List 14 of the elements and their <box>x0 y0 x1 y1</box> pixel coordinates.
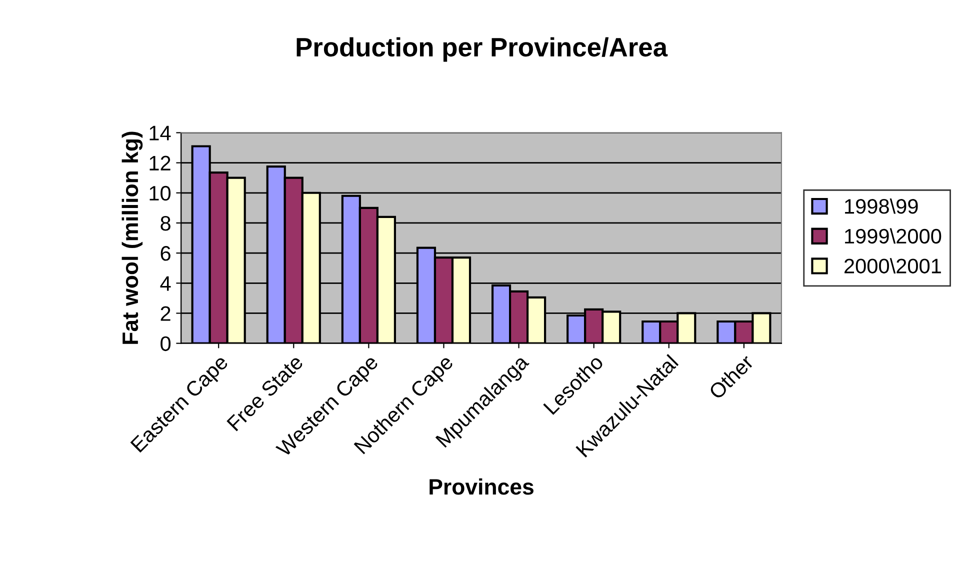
y-tick-label: 12 <box>150 156 170 170</box>
chart-title: Production per Province/Area <box>296 37 668 62</box>
y-tick-label: 6 <box>160 246 170 261</box>
y-tick-label: 4 <box>160 276 171 291</box>
y-axis-title: Fat wool (million kg) <box>122 132 143 344</box>
legend-label: 1999\2000 <box>845 228 942 244</box>
legend-label: 2000\2001 <box>844 258 941 274</box>
x-axis-title: Provinces <box>430 478 534 495</box>
y-tick-label: 8 <box>160 216 170 231</box>
y-tick-label: 0 <box>160 336 171 352</box>
y-tick-label: 14 <box>150 126 171 140</box>
legend-label: 1998\99 <box>845 198 918 214</box>
y-tick-label: 2 <box>160 306 170 321</box>
y-tick-label: 10 <box>150 186 171 201</box>
